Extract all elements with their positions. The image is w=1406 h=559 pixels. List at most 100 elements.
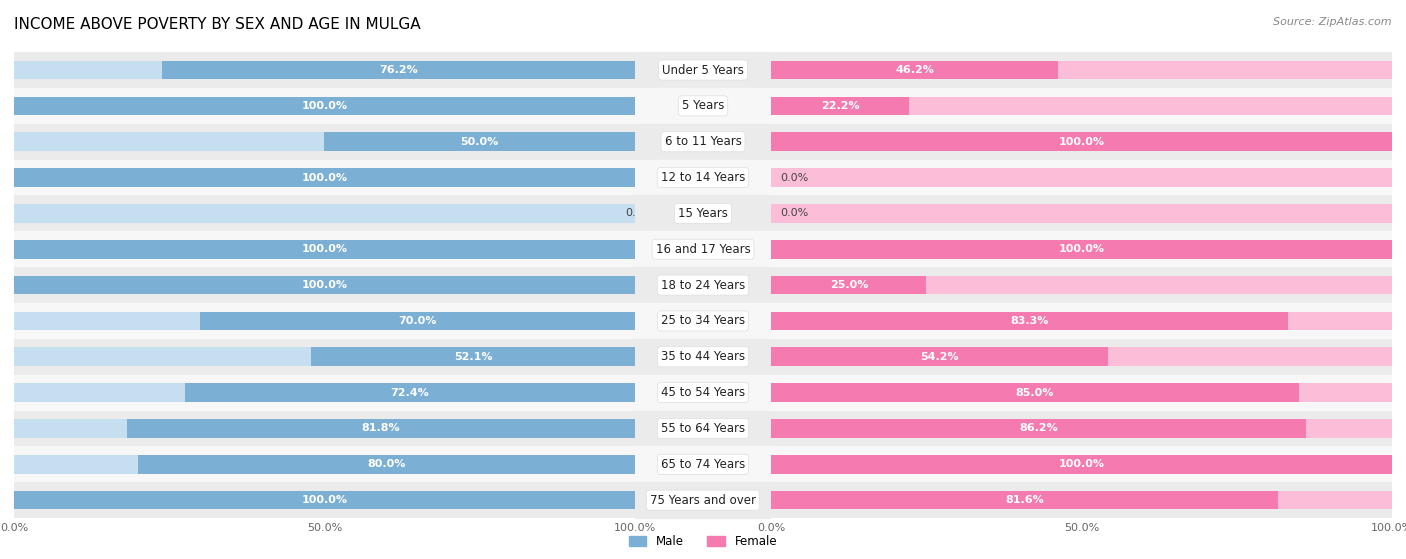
Text: 85.0%: 85.0% (1017, 387, 1054, 397)
Bar (162, 61, 634, 79)
Bar (14, 168, 634, 187)
Text: 86.2%: 86.2% (1019, 424, 1059, 433)
Bar (634, 124, 772, 160)
Bar (14, 491, 634, 509)
Bar (14, 97, 634, 115)
Bar (634, 196, 772, 231)
Text: 35 to 44 Years: 35 to 44 Years (661, 350, 745, 363)
Bar (14, 491, 634, 509)
Bar (14, 447, 634, 482)
Text: 22.2%: 22.2% (821, 101, 859, 111)
Bar (634, 231, 772, 267)
Bar (772, 267, 1392, 303)
Text: 80.0%: 80.0% (367, 459, 406, 470)
Bar (772, 61, 1392, 79)
Text: INCOME ABOVE POVERTY BY SEX AND AGE IN MULGA: INCOME ABOVE POVERTY BY SEX AND AGE IN M… (14, 17, 420, 32)
Text: 46.2%: 46.2% (896, 65, 934, 75)
Bar (311, 348, 634, 366)
Bar (14, 276, 634, 295)
Legend: Male, Female: Male, Female (624, 530, 782, 553)
Bar (14, 240, 634, 259)
Bar (772, 276, 927, 295)
Text: 50.0%: 50.0% (460, 137, 499, 146)
Bar (14, 383, 634, 402)
Bar (14, 160, 634, 196)
Bar (325, 132, 634, 151)
Bar (772, 447, 1392, 482)
Bar (634, 52, 772, 88)
Text: 0.0%: 0.0% (780, 209, 808, 219)
Bar (772, 168, 1392, 187)
Bar (772, 231, 1392, 267)
Text: 54.2%: 54.2% (920, 352, 959, 362)
Text: 100.0%: 100.0% (1059, 244, 1105, 254)
Text: Source: ZipAtlas.com: Source: ZipAtlas.com (1274, 17, 1392, 27)
Text: 5 Years: 5 Years (682, 100, 724, 112)
Bar (772, 339, 1392, 375)
Bar (772, 455, 1392, 473)
Text: 55 to 64 Years: 55 to 64 Years (661, 422, 745, 435)
Bar (634, 447, 772, 482)
Bar (772, 311, 1288, 330)
Bar (772, 375, 1392, 410)
Bar (772, 482, 1392, 518)
Bar (772, 383, 1299, 402)
Bar (634, 375, 772, 410)
Text: 81.6%: 81.6% (1005, 495, 1043, 505)
Bar (14, 240, 634, 259)
Bar (772, 383, 1392, 402)
Bar (200, 311, 634, 330)
Bar (138, 455, 634, 473)
Bar (127, 419, 634, 438)
Bar (14, 482, 634, 518)
Bar (14, 196, 634, 231)
Bar (772, 160, 1392, 196)
Bar (14, 375, 634, 410)
Text: 100.0%: 100.0% (301, 101, 347, 111)
Text: 100.0%: 100.0% (1059, 459, 1105, 470)
Bar (14, 267, 634, 303)
Text: 100.0%: 100.0% (301, 244, 347, 254)
Bar (772, 410, 1392, 447)
Text: 16 and 17 Years: 16 and 17 Years (655, 243, 751, 256)
Bar (14, 339, 634, 375)
Bar (14, 52, 634, 88)
Bar (772, 455, 1392, 473)
Bar (14, 97, 634, 115)
Bar (772, 97, 1392, 115)
Text: 0.0%: 0.0% (780, 173, 808, 183)
Bar (772, 88, 1392, 124)
Bar (772, 240, 1392, 259)
Text: 18 to 24 Years: 18 to 24 Years (661, 278, 745, 292)
Bar (772, 276, 1392, 295)
Bar (186, 383, 634, 402)
Bar (772, 419, 1392, 438)
Bar (772, 97, 910, 115)
Bar (772, 348, 1392, 366)
Text: 45 to 54 Years: 45 to 54 Years (661, 386, 745, 399)
Bar (14, 303, 634, 339)
Text: 100.0%: 100.0% (301, 173, 347, 183)
Text: 100.0%: 100.0% (1059, 137, 1105, 146)
Bar (772, 52, 1392, 88)
Bar (14, 231, 634, 267)
Text: 15 Years: 15 Years (678, 207, 728, 220)
Text: 70.0%: 70.0% (398, 316, 437, 326)
Text: Under 5 Years: Under 5 Years (662, 64, 744, 77)
Bar (772, 491, 1392, 509)
Bar (14, 168, 634, 187)
Bar (14, 419, 634, 438)
Text: 65 to 74 Years: 65 to 74 Years (661, 458, 745, 471)
Text: 81.8%: 81.8% (361, 424, 401, 433)
Text: 83.3%: 83.3% (1011, 316, 1049, 326)
Bar (14, 311, 634, 330)
Bar (634, 339, 772, 375)
Bar (772, 348, 1108, 366)
Bar (634, 267, 772, 303)
Bar (634, 482, 772, 518)
Bar (772, 240, 1392, 259)
Text: 100.0%: 100.0% (301, 280, 347, 290)
Bar (14, 204, 634, 222)
Bar (14, 132, 634, 151)
Bar (772, 311, 1392, 330)
